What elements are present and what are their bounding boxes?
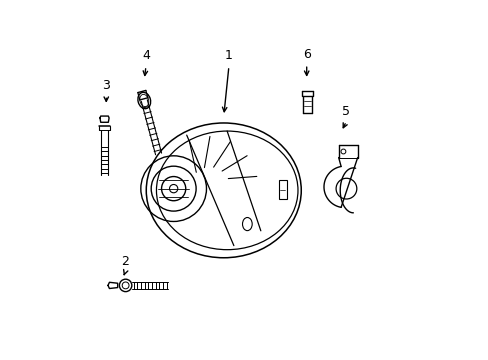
Text: 6: 6 bbox=[302, 48, 310, 61]
Text: 3: 3 bbox=[102, 79, 110, 92]
Bar bbox=[279, 180, 286, 199]
Text: 4: 4 bbox=[142, 49, 150, 63]
Text: 5: 5 bbox=[342, 105, 350, 118]
Text: 1: 1 bbox=[224, 49, 232, 63]
Text: 2: 2 bbox=[121, 255, 129, 268]
